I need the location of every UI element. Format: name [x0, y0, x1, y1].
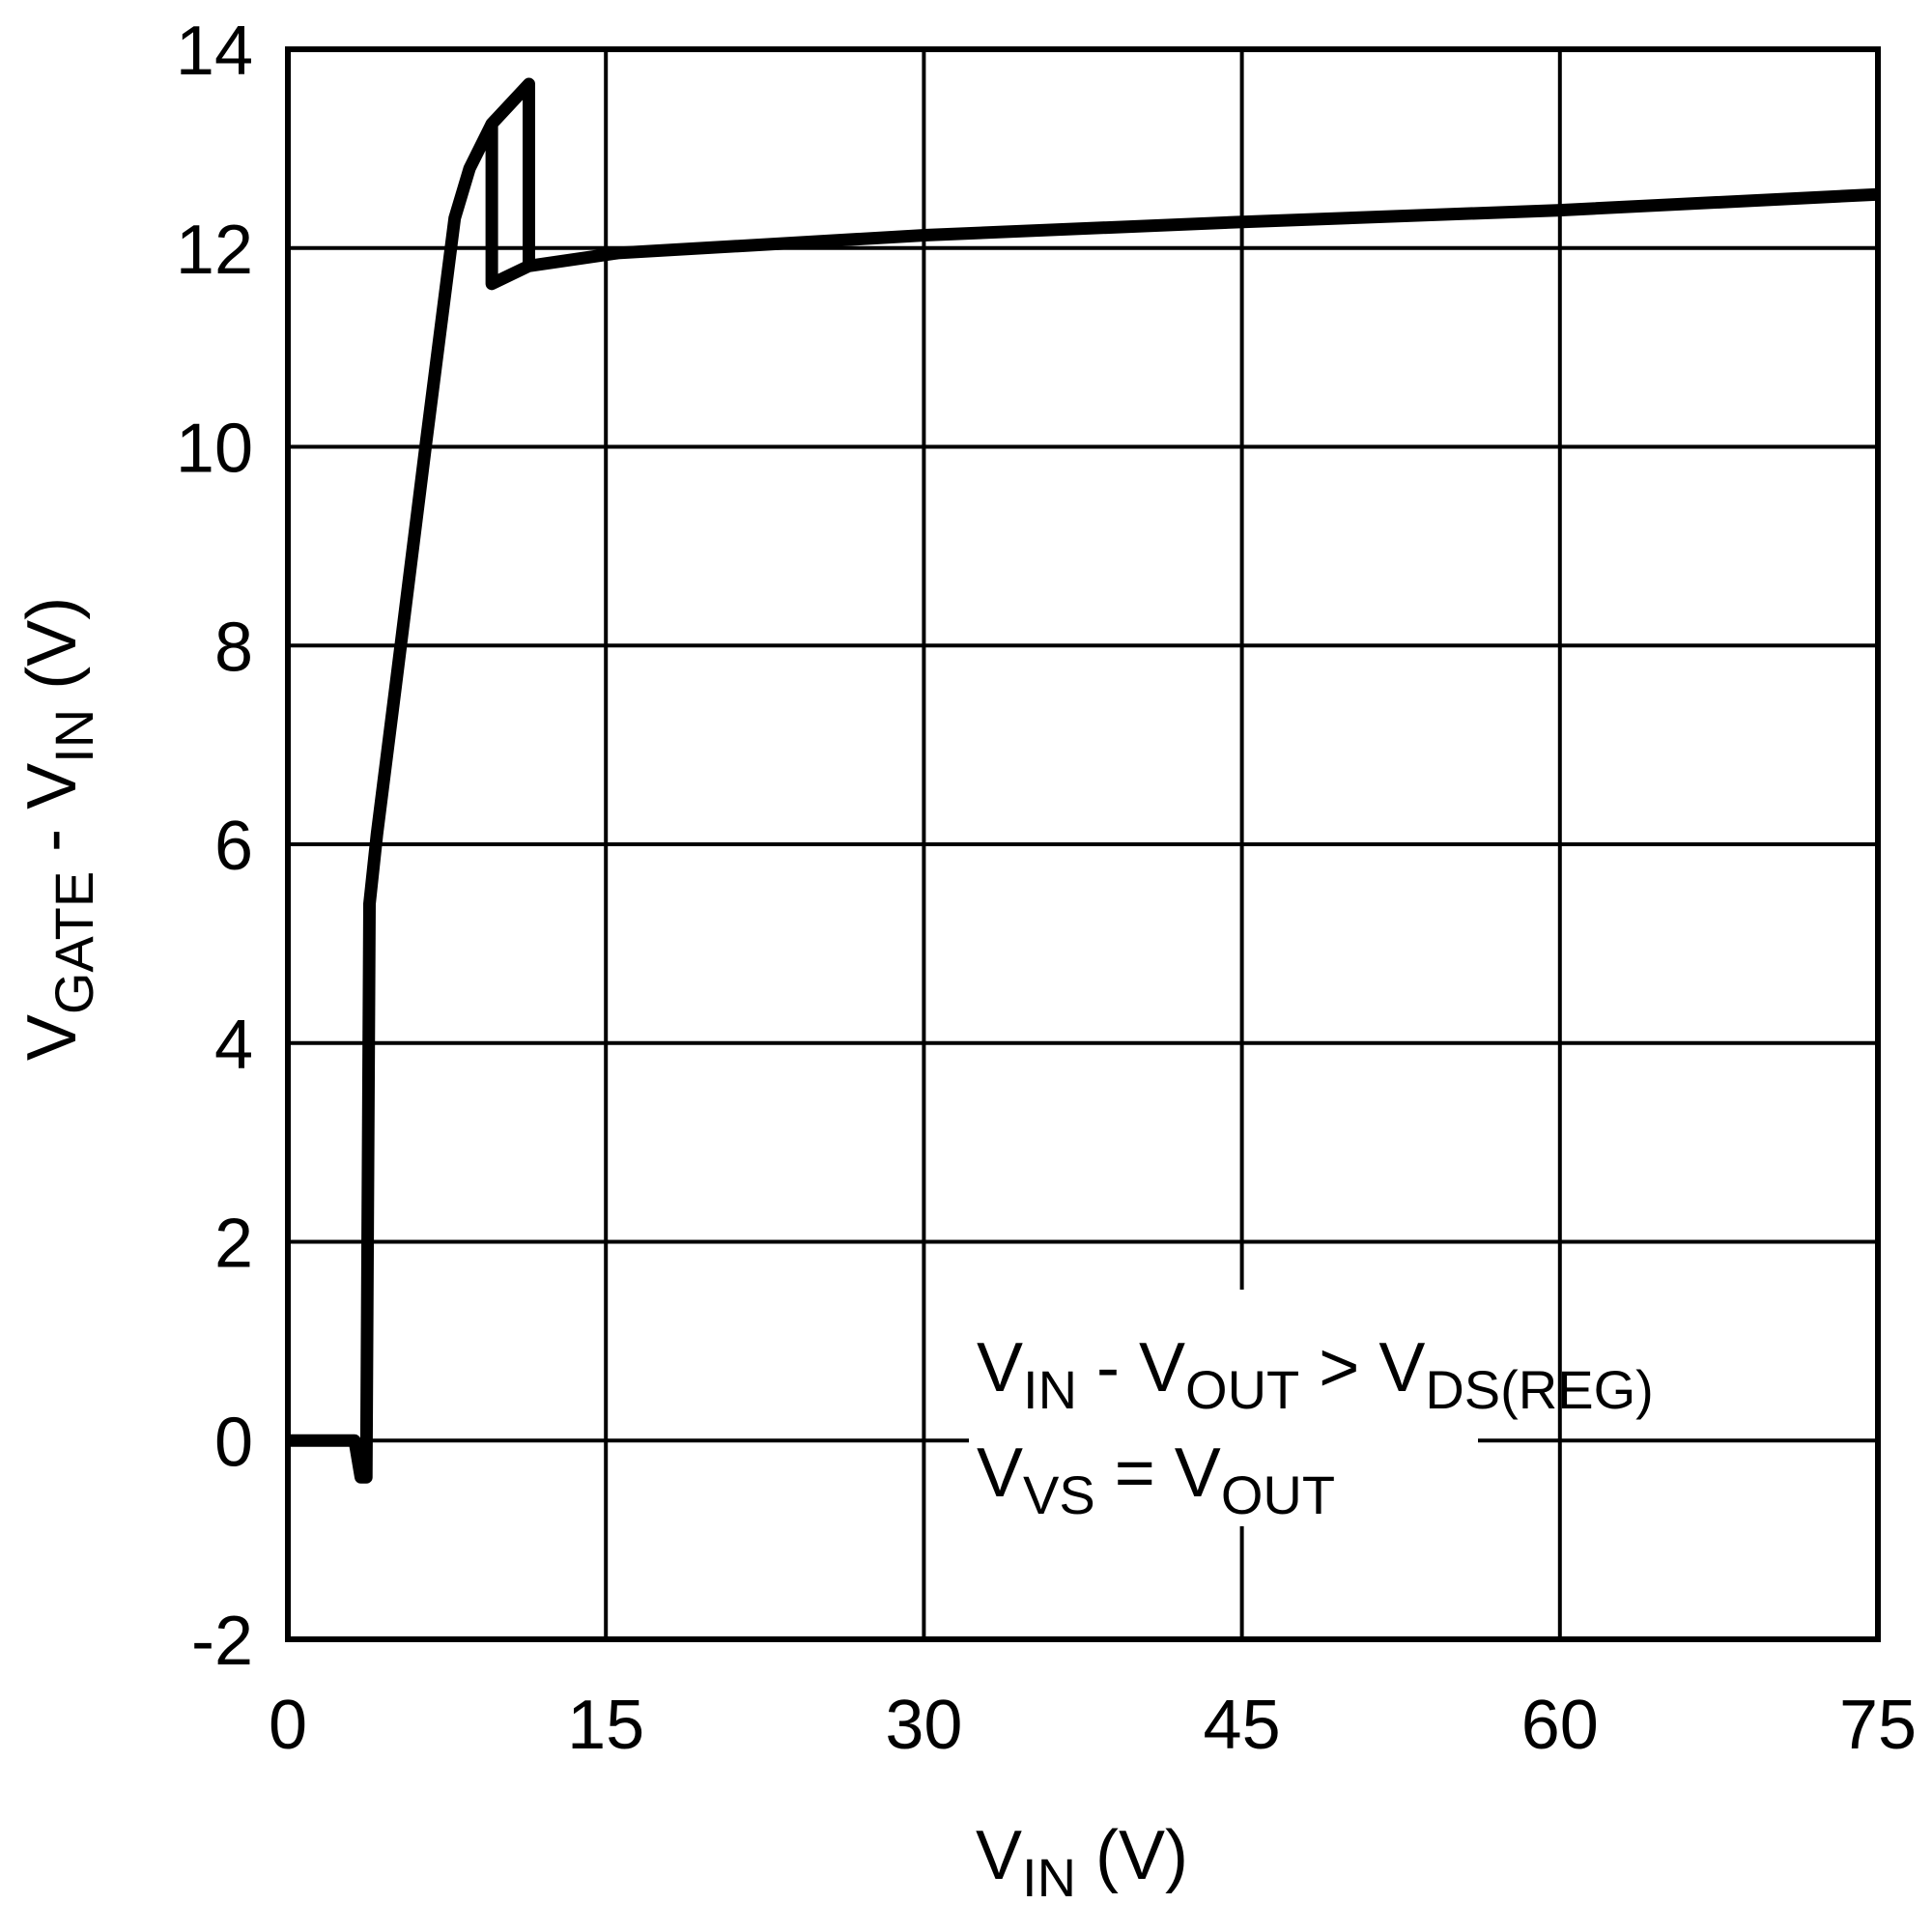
x-tick-label: 45 — [1204, 1687, 1281, 1764]
x-tick-label: 30 — [885, 1687, 962, 1764]
text-part: - V — [14, 763, 91, 871]
subscript: IN — [43, 709, 104, 763]
subscript: OUT — [1185, 1359, 1299, 1420]
y-tick-label: 8 — [214, 609, 253, 686]
text-part: (V) — [1076, 1817, 1188, 1894]
text-part: V — [977, 1435, 1023, 1512]
plot-frame — [285, 46, 1881, 1642]
subscript: OUT — [1221, 1464, 1335, 1525]
y-tick-label: 4 — [214, 1007, 253, 1084]
text-part: V — [14, 1014, 91, 1061]
x-tick-label: 15 — [567, 1687, 644, 1764]
y-tick-label: 2 — [214, 1206, 253, 1283]
subscript: DS(REG) — [1425, 1359, 1653, 1420]
y-tick-label: 0 — [214, 1404, 253, 1481]
text-part: > V — [1299, 1329, 1425, 1406]
x-tick-label: 75 — [1839, 1687, 1917, 1764]
subscript: IN — [1023, 1359, 1077, 1420]
text-part: - V — [1077, 1329, 1185, 1406]
text-part: V — [976, 1817, 1022, 1894]
y-tick-label: 10 — [176, 411, 253, 488]
x-axis-label: VIN (V) — [976, 1817, 1188, 1908]
text-part: V — [977, 1329, 1023, 1406]
y-tick-label: -2 — [191, 1603, 253, 1680]
y-tick-label: 6 — [214, 808, 253, 885]
text-part: = V — [1095, 1435, 1221, 1512]
x-tick-label: 60 — [1521, 1687, 1599, 1764]
y-axis-label: VGATE - VIN (V) — [14, 597, 104, 1061]
subscript: GATE — [43, 871, 104, 1014]
annotation: VIN - VOUT > VDS(REG) — [977, 1329, 1654, 1420]
data-line — [288, 77, 1879, 1484]
text-part: (V) — [14, 597, 91, 709]
annotation: VVS = VOUT — [977, 1435, 1335, 1525]
y-tick-label: 14 — [176, 13, 253, 90]
y-tick-label: 12 — [176, 212, 253, 289]
x-tick-label: 0 — [269, 1687, 307, 1764]
annotation-background — [969, 1290, 1478, 1526]
subscript: VS — [1023, 1464, 1095, 1525]
subscript: IN — [1022, 1847, 1076, 1908]
